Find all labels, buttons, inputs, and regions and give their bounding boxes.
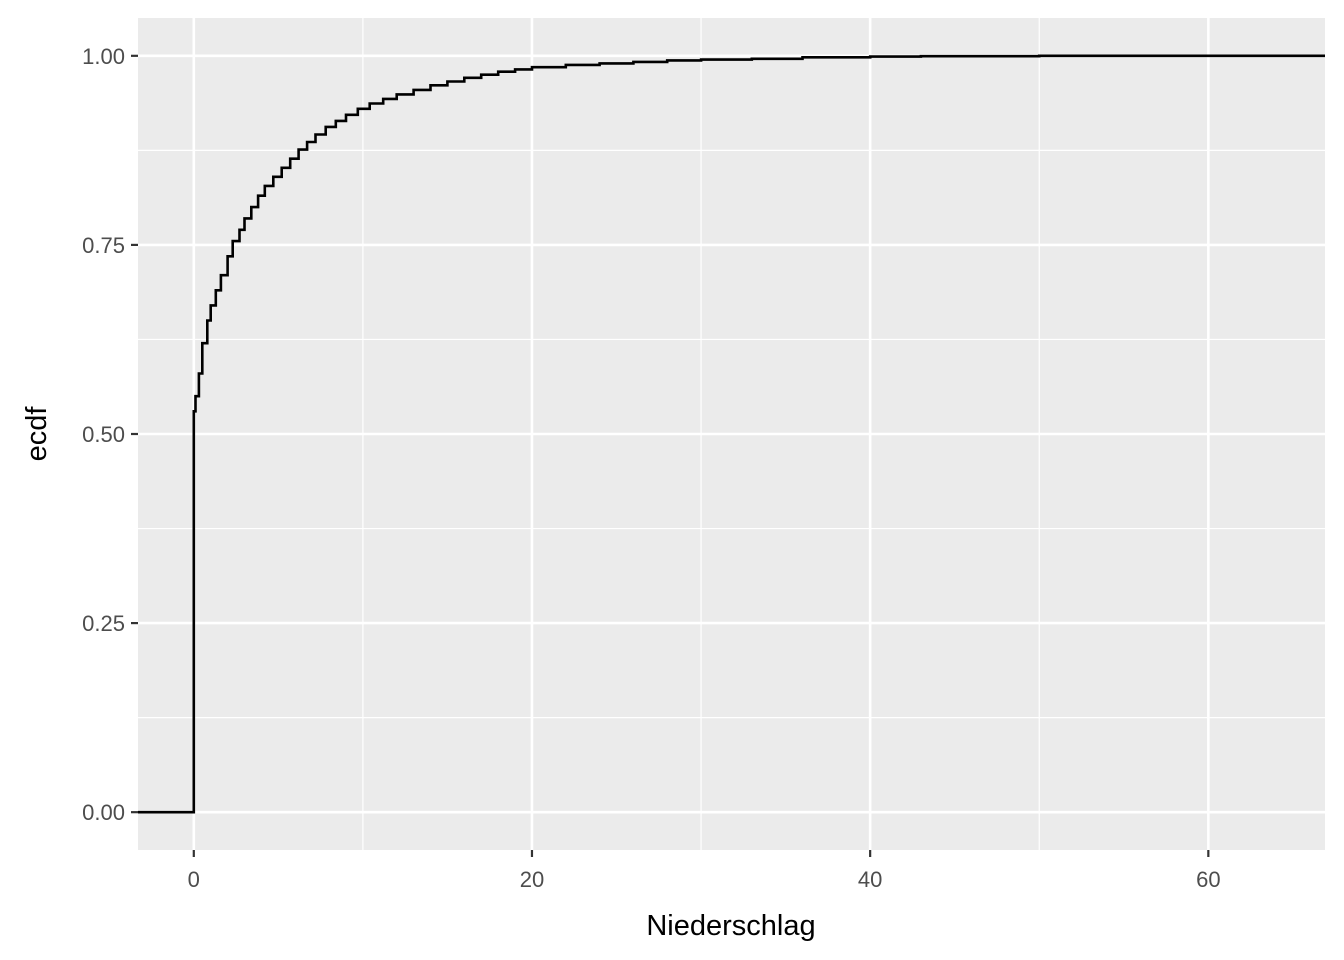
y-tick-label: 0.50 xyxy=(82,422,125,447)
y-tick-label: 1.00 xyxy=(82,44,125,69)
y-axis-title: ecdf xyxy=(21,406,53,462)
y-tick-label: 0.00 xyxy=(82,800,125,825)
x-axis-title: Niederschlag xyxy=(646,910,815,942)
x-tick-label: 20 xyxy=(520,867,544,892)
ecdf-step-line xyxy=(138,54,1325,814)
x-tick-label: 40 xyxy=(858,867,882,892)
x-tick-label: 0 xyxy=(188,867,200,892)
x-tick-label: 60 xyxy=(1196,867,1220,892)
y-tick-label: 0.25 xyxy=(82,611,125,636)
y-axis: 0.00 0.25 0.50 0.75 1.00 xyxy=(82,44,138,825)
x-axis: 0 20 40 60 xyxy=(188,850,1221,892)
y-tick-label: 0.75 xyxy=(82,233,125,258)
major-gridlines xyxy=(138,18,1325,850)
